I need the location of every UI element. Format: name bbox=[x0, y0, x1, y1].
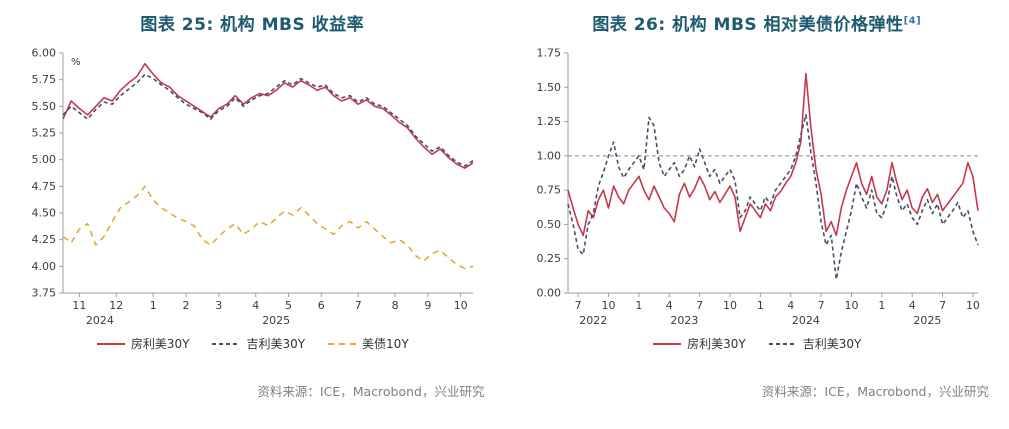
y-tick-label: 6.00 bbox=[32, 47, 57, 60]
chart26-panel: 图表 26: 机构 MBS 相对美债价格弹性[4] 1.75 1.50 1.25 1.… bbox=[505, 0, 1009, 429]
y-tick-label: 1.50 bbox=[536, 81, 561, 94]
y-tick-label: 1.25 bbox=[536, 115, 561, 128]
x-year-label: 2025 bbox=[913, 314, 941, 327]
y-tick-label: 4.00 bbox=[32, 260, 57, 273]
x-tick-label: 4 bbox=[908, 299, 915, 312]
series-line-美债10Y bbox=[62, 185, 474, 270]
x-year-label: 2022 bbox=[579, 314, 607, 327]
legend-line-sample bbox=[768, 342, 797, 345]
x-tick-label: 6 bbox=[318, 299, 325, 312]
legend-label: 吉利美30Y bbox=[802, 337, 862, 351]
x-year-label: 2024 bbox=[86, 314, 114, 327]
legend-item-吉利美30Y: 吉利美30Y bbox=[768, 336, 862, 351]
x-year-label: 2024 bbox=[792, 314, 820, 327]
legend-label: 美债10Y bbox=[362, 337, 409, 351]
legend-label: 房利美30Y bbox=[130, 337, 190, 351]
chart25-source-note: 资料来源：ICE，Macrobond，兴业研究 bbox=[257, 384, 485, 399]
series-line-吉利美30Y bbox=[566, 113, 979, 281]
y-tick-label: 5.25 bbox=[32, 127, 57, 140]
y-tick-label: 0.50 bbox=[536, 218, 561, 231]
legend-line-sample bbox=[653, 342, 682, 345]
x-tick-label: 12 bbox=[110, 299, 124, 312]
x-tick-label: 9 bbox=[425, 299, 432, 312]
chart26-title-superscript: [4] bbox=[903, 15, 922, 27]
chart25-panel: 图表 25: 机构 MBS 收益率 6.00 5.75 5.50 5.25 5.00 4.… bbox=[0, 10, 505, 399]
chart25-title: 图表 25: 机构 MBS 收益率 bbox=[0, 10, 505, 35]
chart25-legend: 房利美30Y 吉利美30Y 美债10Y bbox=[0, 335, 505, 353]
x-tick-label: 11 bbox=[73, 299, 87, 312]
x-tick-label: 4 bbox=[252, 299, 259, 312]
y-tick-label: 1.75 bbox=[536, 47, 561, 60]
chart26-title-text: 图表 26: 机构 MBS 相对美债价格弹性 bbox=[592, 15, 904, 35]
x-tick-label: 7 bbox=[817, 299, 824, 312]
x-tick-label: 7 bbox=[574, 299, 581, 312]
x-year-label: 2023 bbox=[670, 314, 698, 327]
x-tick-label: 10 bbox=[966, 299, 980, 312]
chart25-plot: 6.00 5.75 5.50 5.25 5.00 4.75 4.50 4.25 4.00 3.75… bbox=[32, 47, 474, 327]
x-tick-label: 7 bbox=[939, 299, 946, 312]
y-tick-label: 3.75 bbox=[32, 287, 57, 300]
legend-item-美债10Y: 美债10Y bbox=[327, 336, 409, 351]
y-tick-label: 1.00 bbox=[536, 149, 561, 162]
y-tick-label: 5.00 bbox=[32, 153, 57, 166]
x-tick-label: 1 bbox=[878, 299, 885, 312]
chart26-plot: 1.75 1.50 1.25 1.00 0.75 0.50 0.25 0.00 7 10 1 4 7 10… bbox=[536, 47, 980, 328]
x-tick-label: 8 bbox=[392, 299, 399, 312]
y-tick-label: 4.25 bbox=[32, 233, 57, 246]
x-tick-label: 7 bbox=[696, 299, 703, 312]
y-tick-label: 0.75 bbox=[536, 184, 561, 197]
legend-line-sample bbox=[96, 342, 125, 345]
chart26-source-note: 资料来源：ICE，Macrobond，兴业研究 bbox=[761, 384, 989, 399]
legend-item-房利美30Y: 房利美30Y bbox=[96, 336, 190, 351]
x-tick-label: 10 bbox=[454, 299, 468, 312]
chart26-legend: 房利美30Y 吉利美30Y bbox=[505, 335, 1009, 353]
y-tick-label: 5.50 bbox=[32, 100, 57, 113]
x-tick-label: 2 bbox=[183, 299, 190, 312]
x-tick-label: 5 bbox=[285, 299, 292, 312]
x-tick-label: 1 bbox=[150, 299, 157, 312]
y-unit-label: % bbox=[71, 57, 81, 68]
series-line-房利美30Y bbox=[566, 72, 979, 237]
chart26-title: 图表 26: 机构 MBS 相对美债价格弹性[4] bbox=[505, 10, 1009, 35]
series-line-吉利美30Y bbox=[62, 73, 474, 167]
y-tick-label: 0.00 bbox=[536, 287, 561, 300]
x-tick-label: 1 bbox=[757, 299, 764, 312]
legend-line-sample bbox=[328, 342, 357, 345]
legend-item-房利美30Y: 房利美30Y bbox=[652, 336, 746, 351]
legend-item-吉利美30Y: 吉利美30Y bbox=[211, 336, 306, 351]
chart25-title-text: 图表 25: 机构 MBS 收益率 bbox=[140, 15, 365, 35]
y-tick-label: 5.75 bbox=[32, 73, 57, 86]
legend-label: 房利美30Y bbox=[687, 337, 746, 351]
x-tick-label: 10 bbox=[601, 299, 615, 312]
legend-line-sample bbox=[212, 342, 241, 345]
x-tick-label: 7 bbox=[355, 299, 362, 312]
x-tick-label: 4 bbox=[665, 299, 672, 312]
y-tick-label: 4.50 bbox=[32, 207, 57, 220]
x-tick-label: 10 bbox=[844, 299, 858, 312]
x-year-label: 2025 bbox=[262, 314, 290, 327]
series-line-房利美30Y bbox=[62, 62, 474, 169]
y-tick-label: 0.25 bbox=[536, 252, 561, 265]
x-tick-label: 3 bbox=[216, 299, 223, 312]
x-tick-label: 10 bbox=[723, 299, 737, 312]
x-tick-label: 1 bbox=[635, 299, 642, 312]
legend-label: 吉利美30Y bbox=[246, 337, 306, 351]
y-tick-label: 4.75 bbox=[32, 180, 57, 193]
x-tick-label: 4 bbox=[787, 299, 794, 312]
